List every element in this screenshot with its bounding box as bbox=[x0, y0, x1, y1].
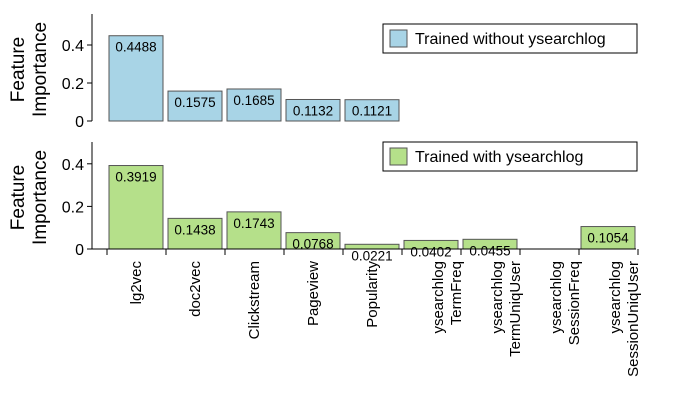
y-tick-label: 0.4 bbox=[62, 38, 84, 55]
y-tick-label: 0 bbox=[75, 114, 84, 131]
bar bbox=[285, 98, 341, 122]
x-tick-label: ysearchlogSessionFreq bbox=[548, 261, 583, 345]
data-label: 0.1743 bbox=[233, 216, 274, 231]
bar bbox=[108, 165, 164, 250]
x-tick-label: ysearchlogTermFreq bbox=[430, 261, 465, 334]
legend-box bbox=[382, 23, 638, 54]
data-label: 0.1575 bbox=[174, 95, 215, 110]
legend-label: Trained without ysearchlog bbox=[415, 31, 606, 48]
data-label: 0.3919 bbox=[115, 170, 156, 185]
legend-swatch bbox=[389, 29, 408, 48]
legend-box bbox=[382, 141, 638, 172]
bar bbox=[226, 211, 282, 250]
y-axis-label: FeatureImportance bbox=[8, 22, 51, 117]
data-label: 0.1685 bbox=[233, 93, 274, 108]
x-tick-label: lg2vec bbox=[128, 261, 145, 305]
x-tick-label: Clickstream bbox=[246, 261, 263, 339]
y-tick-label: 0 bbox=[75, 242, 84, 259]
x-tick-label: Popularity bbox=[364, 261, 381, 328]
bar bbox=[167, 217, 223, 250]
y-tick-label: 0.2 bbox=[62, 199, 84, 216]
y-tick-label: 0.4 bbox=[62, 157, 84, 174]
bar bbox=[167, 90, 223, 122]
panel-1: 0 0.2 0.4 FeatureImportance 0.4488 0.1575 0.16… bbox=[8, 14, 638, 131]
legend-swatch bbox=[389, 147, 408, 166]
y-axis-label: FeatureImportance bbox=[8, 150, 51, 245]
data-label: 0.0221 bbox=[351, 248, 392, 263]
bar bbox=[108, 35, 164, 122]
data-label: 0.1054 bbox=[587, 231, 629, 246]
x-tick-label: Pageview bbox=[305, 261, 322, 326]
bar bbox=[344, 99, 400, 122]
bar bbox=[226, 88, 282, 122]
data-label: 0.1438 bbox=[174, 222, 215, 237]
y-tick-label: 0.2 bbox=[62, 76, 84, 93]
x-tick-label: doc2vec bbox=[187, 261, 204, 317]
data-label: 0.1121 bbox=[352, 104, 392, 119]
panel-2: 0 0.2 0.4 FeatureImportance 0.3919 0.1438 0.17… bbox=[8, 141, 642, 377]
data-label: 0.4488 bbox=[115, 40, 156, 55]
x-tick-label: ysearchlogTermUniqUser bbox=[489, 261, 524, 357]
legend-label: Trained with ysearchlog bbox=[415, 149, 583, 166]
data-label: 0.0402 bbox=[410, 244, 451, 259]
x-tick-label: ysearchlogSessionUniqUser bbox=[607, 261, 642, 377]
data-label: 0.1132 bbox=[293, 103, 333, 118]
data-label: 0.0455 bbox=[469, 243, 510, 258]
data-label: 0.0768 bbox=[292, 237, 333, 252]
